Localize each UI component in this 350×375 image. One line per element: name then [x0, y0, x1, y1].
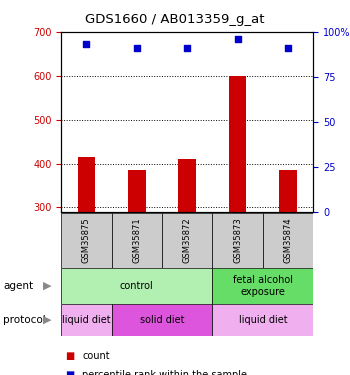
- Text: ▶: ▶: [43, 281, 51, 291]
- Text: control: control: [120, 281, 154, 291]
- Bar: [162, 213, 212, 268]
- Text: count: count: [82, 351, 110, 361]
- Text: liquid diet: liquid diet: [239, 315, 287, 325]
- Text: GSM35873: GSM35873: [233, 217, 242, 263]
- Bar: [229, 76, 246, 212]
- Bar: [279, 170, 297, 212]
- Bar: [78, 157, 95, 212]
- Bar: [212, 304, 313, 336]
- Text: liquid diet: liquid diet: [62, 315, 111, 325]
- Text: solid diet: solid diet: [140, 315, 184, 325]
- Point: [184, 45, 190, 51]
- Bar: [112, 213, 162, 268]
- Bar: [61, 304, 112, 336]
- Text: ■: ■: [65, 351, 74, 361]
- Point: [134, 45, 140, 51]
- Text: GDS1660 / AB013359_g_at: GDS1660 / AB013359_g_at: [85, 13, 265, 26]
- Bar: [61, 268, 212, 304]
- Text: ■: ■: [65, 370, 74, 375]
- Text: GSM35872: GSM35872: [183, 217, 192, 263]
- Text: agent: agent: [4, 281, 34, 291]
- Point: [235, 36, 240, 42]
- Bar: [212, 268, 313, 304]
- Point: [285, 45, 291, 51]
- Bar: [128, 170, 146, 212]
- Bar: [263, 213, 313, 268]
- Bar: [212, 213, 263, 268]
- Text: GSM35871: GSM35871: [132, 217, 141, 263]
- Text: percentile rank within the sample: percentile rank within the sample: [82, 370, 247, 375]
- Bar: [112, 304, 212, 336]
- Text: GSM35874: GSM35874: [284, 217, 293, 263]
- Point: [84, 42, 89, 48]
- Text: protocol: protocol: [4, 315, 46, 325]
- Bar: [61, 213, 112, 268]
- Text: ▶: ▶: [43, 315, 51, 325]
- Text: fetal alcohol
exposure: fetal alcohol exposure: [233, 275, 293, 297]
- Bar: [178, 159, 196, 212]
- Text: GSM35875: GSM35875: [82, 217, 91, 263]
